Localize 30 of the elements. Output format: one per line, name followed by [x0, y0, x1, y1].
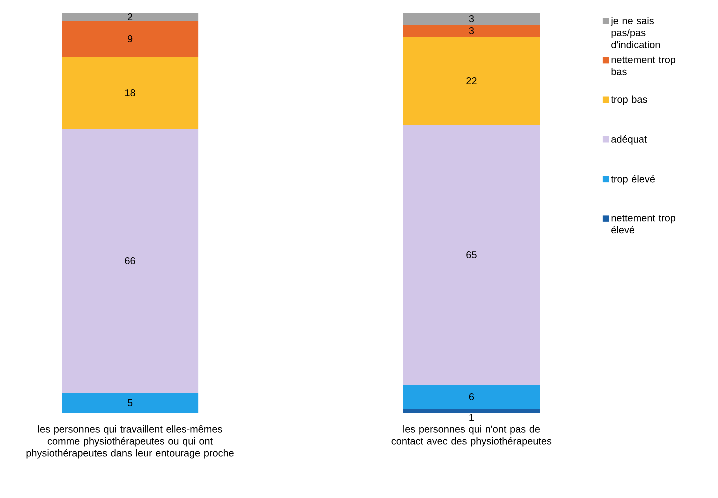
- bar: [403, 12, 540, 25]
- bar: [403, 409, 540, 413]
- data-label: 6: [469, 393, 474, 401]
- bar: [403, 36, 540, 125]
- bar: [62, 12, 199, 21]
- data-label: 18: [126, 89, 136, 97]
- data-label: 5: [128, 400, 133, 406]
- legend-label: trop élevé: [611, 175, 656, 185]
- bar: [62, 20, 199, 57]
- bar: [403, 24, 540, 37]
- data-label: 22: [466, 78, 477, 84]
- legend-label: adéquat: [612, 135, 648, 145]
- legend-label: nettement trop bas: [612, 56, 676, 76]
- bar: [403, 124, 540, 385]
- bar: [62, 56, 199, 129]
- bar: [62, 393, 199, 413]
- x-tick-label: les personnes qui travaillent elles-mêmes comme physiothérapeutes ou qui ont physiothérapeutes dans leur entourage proche: [26, 426, 234, 459]
- data-label: 2: [128, 14, 133, 20]
- data-label: 65: [466, 251, 477, 259]
- data-label: 3: [469, 15, 474, 23]
- legend-label: trop bas: [611, 96, 648, 106]
- bar: [62, 128, 199, 393]
- data-label: 3: [469, 27, 474, 35]
- data-label: 9: [128, 35, 133, 43]
- data-label: 66: [125, 257, 136, 265]
- bar: [403, 385, 540, 409]
- data-label: 1: [470, 414, 474, 422]
- x-tick-label: les personnes qui n'ont pas de contact avec des physiothérapeutes: [392, 426, 552, 447]
- legend-label: nettement trop élevé: [612, 215, 676, 234]
- legend-label: je ne sais pas/pas d'indication: [610, 17, 660, 48]
